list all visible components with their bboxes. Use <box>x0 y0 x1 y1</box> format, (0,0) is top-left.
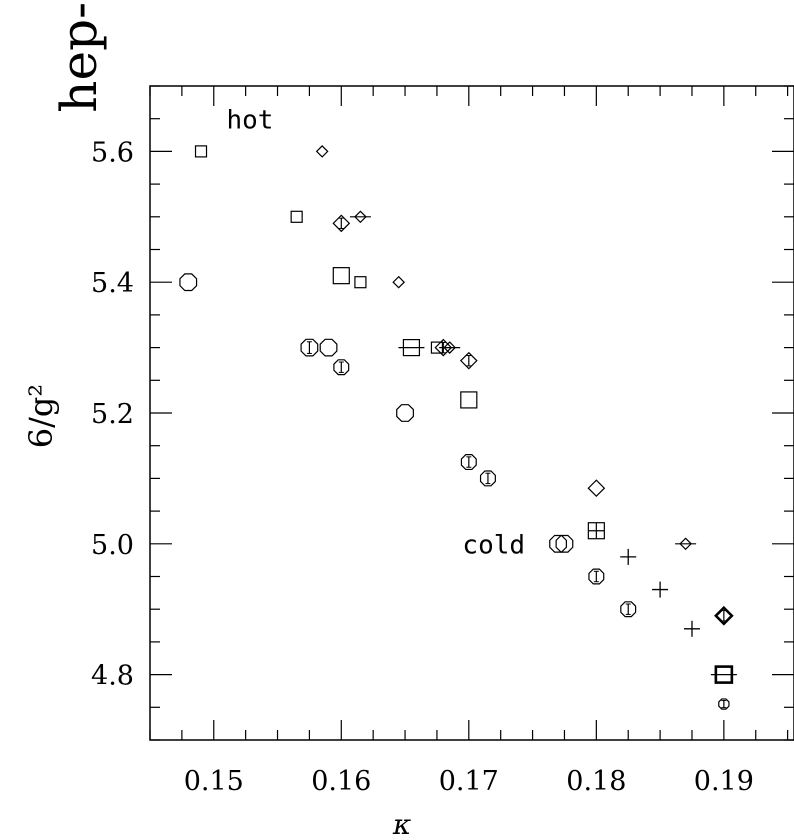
data-point-octagon <box>179 273 198 292</box>
data-point-octagon <box>300 338 319 357</box>
data-point-diamond <box>439 341 461 354</box>
data-point-square <box>332 267 350 285</box>
data-point-diamond <box>315 145 329 158</box>
corner-watermark-text: hep- <box>50 2 108 113</box>
data-point-octagon <box>620 601 637 618</box>
data-point-square <box>194 145 208 158</box>
data-point-octagon <box>549 534 567 553</box>
data-point-octagon <box>555 534 574 553</box>
data-point-plus <box>683 620 700 637</box>
data-point-square <box>460 391 478 409</box>
data-point-diamond <box>332 214 351 233</box>
data-point-plus <box>652 581 669 598</box>
data-point-octagon <box>319 338 338 357</box>
x-tick-label: 0.16 <box>311 766 371 797</box>
y-tick-label: 5.4 <box>91 268 134 299</box>
y-axis-title: 6/g² <box>22 384 60 448</box>
x-tick-label: 0.17 <box>439 766 499 797</box>
y-tick-label: 4.8 <box>91 661 134 692</box>
x-axis-title: κ <box>392 808 411 840</box>
y-tick-label: 5.6 <box>91 137 134 168</box>
annotation-label: cold <box>462 531 525 561</box>
y-tick-label: 5.0 <box>91 530 134 561</box>
data-point-diamond <box>459 351 478 370</box>
chart-annotations: hot cold <box>227 106 526 561</box>
data-point-octagon <box>333 359 350 376</box>
plot-frame <box>149 85 794 741</box>
data-point-square <box>290 210 303 223</box>
data-point-square <box>354 276 367 289</box>
data-point-octagon <box>588 568 605 585</box>
data-point-diamond <box>587 479 606 498</box>
data-point-square <box>398 339 425 357</box>
data-point-diamond <box>349 210 371 224</box>
x-tick-label: 0.15 <box>184 766 244 797</box>
data-point-diamond <box>392 275 406 289</box>
data-point-octagon <box>479 470 496 487</box>
x-tick-label: 0.18 <box>566 766 626 797</box>
data-point-octagon <box>396 404 414 422</box>
annotation-label: hot <box>227 106 274 136</box>
data-point-square <box>710 665 737 684</box>
y-tick-label: 5.2 <box>91 399 134 430</box>
data-point-diamond <box>714 605 734 626</box>
x-tick-label: 0.19 <box>694 766 754 797</box>
axis-ticks <box>149 85 794 741</box>
data-point-diamond <box>675 537 697 551</box>
data-point-square <box>587 522 605 540</box>
data-point-octagon <box>718 698 730 710</box>
data-points <box>179 145 737 710</box>
data-point-octagon <box>460 454 477 471</box>
axis-tick-labels: 0.15 0.16 0.17 0.18 0.19 4.8 5.0 5.2 5.4 5.6 <box>91 137 754 797</box>
data-point-plus <box>620 548 637 565</box>
